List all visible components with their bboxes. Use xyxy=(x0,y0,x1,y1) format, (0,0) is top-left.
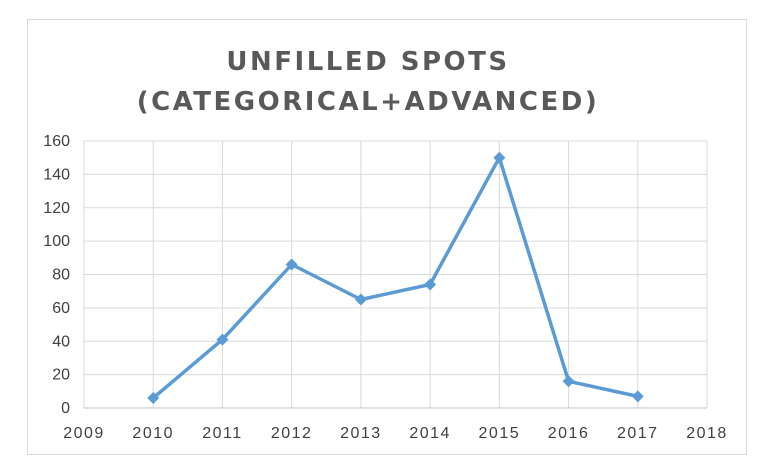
y-tick-label: 20 xyxy=(52,367,70,384)
series-line xyxy=(151,155,640,400)
x-tick-label: 2018 xyxy=(686,425,728,442)
x-tick-labels: 2009 2010 2011 2012 2013 2014 2015 2016 2017 2018 xyxy=(63,425,728,442)
data-point-diamond xyxy=(562,375,575,388)
y-tick-label: 160 xyxy=(43,133,70,150)
data-point-diamond xyxy=(424,278,437,291)
chart-title-line: (CATEGORICAL+ADVANCED) xyxy=(137,87,600,117)
data-point-diamond xyxy=(354,293,367,306)
x-tick-label: 2015 xyxy=(479,425,521,442)
y-tick-label: 100 xyxy=(43,233,70,250)
data-point-diamond xyxy=(493,151,506,164)
x-tick-label: 2009 xyxy=(63,425,105,442)
chart-frame xyxy=(27,19,747,455)
x-tick-label: 2013 xyxy=(340,425,382,442)
chart-title: UNFILLED SPOTS (CATEGORICAL+ADVANCED) xyxy=(137,47,600,117)
data-point-diamond xyxy=(631,390,644,403)
chart-title-line: UNFILLED SPOTS xyxy=(226,47,509,77)
data-point-diamond xyxy=(147,391,160,404)
y-tick-label: 120 xyxy=(43,200,70,217)
x-tick-label: 2010 xyxy=(132,425,174,442)
data-point-diamond xyxy=(285,258,298,271)
y-tick-label: 40 xyxy=(52,333,70,350)
data-point-diamond xyxy=(216,333,229,346)
x-tick-label: 2016 xyxy=(548,425,590,442)
gridlines xyxy=(83,140,708,408)
y-tick-labels: 0 20 40 60 80 100 120 140 160 xyxy=(43,133,70,417)
x-tick-label: 2012 xyxy=(271,425,313,442)
y-tick-label: 60 xyxy=(52,300,70,317)
y-tick-label: 140 xyxy=(43,166,70,183)
y-tick-label: 0 xyxy=(61,400,70,417)
y-tick-label: 80 xyxy=(52,267,70,284)
x-tick-label: 2017 xyxy=(617,425,659,442)
series xyxy=(147,151,644,404)
x-tick-label: 2011 xyxy=(202,425,242,442)
x-tick-label: 2014 xyxy=(409,425,451,442)
